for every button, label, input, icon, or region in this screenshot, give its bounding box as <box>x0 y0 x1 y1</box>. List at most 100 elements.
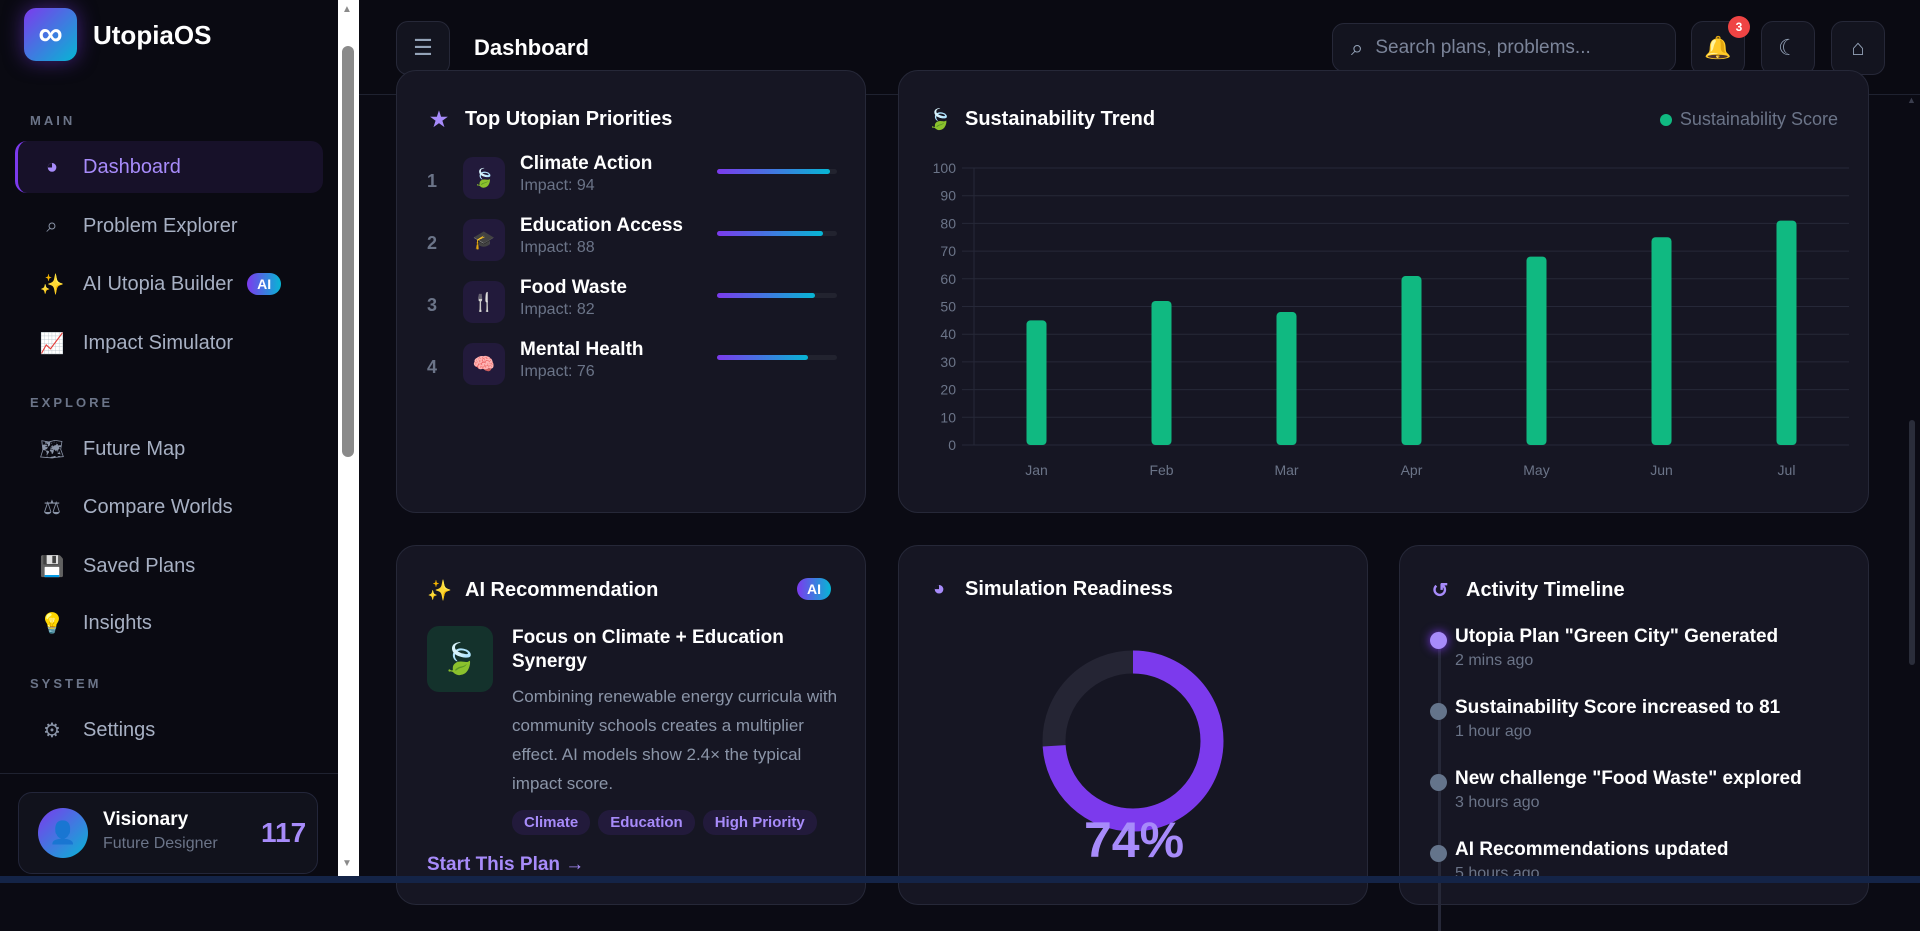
section-label-main: MAIN <box>30 113 76 128</box>
sidebar-scrollbar[interactable]: ▲ ▼ <box>338 0 359 876</box>
menu-toggle-button[interactable]: ☰ <box>396 21 450 75</box>
logo[interactable]: ∞ <box>24 8 77 61</box>
timeline-time: 2 mins ago <box>1455 652 1534 669</box>
impact-bar-fill <box>717 231 823 236</box>
sidebar-item-label: Dashboard <box>83 155 181 178</box>
card-title: ◕ Simulation Readiness <box>927 578 1173 601</box>
theme-toggle-button[interactable]: ☾ <box>1761 21 1815 75</box>
bar <box>1401 276 1422 445</box>
search-input[interactable]: ⌕ Search plans, problems... <box>1332 23 1676 72</box>
priority-impact: Impact: 76 <box>520 363 595 380</box>
lightbulb-icon: 💡 <box>39 612 65 635</box>
y-tick-label: 70 <box>940 243 956 259</box>
timeline-dot <box>1430 774 1447 791</box>
bar-chart: 0 10 20 30 40 50 60 70 80 90 100 Jan Feb Mar Apr May Jun… <box>933 160 1849 478</box>
sidebar-item-impact-simulator[interactable]: 📈 Impact Simulator <box>15 317 323 369</box>
section-label-system: SYSTEM <box>30 676 102 691</box>
user-name: Visionary <box>103 809 189 830</box>
scroll-up-arrow-icon[interactable]: ▲ <box>1907 95 1916 105</box>
timeline-dot <box>1430 845 1447 862</box>
sidebar-item-problem-explorer[interactable]: ⌕ Problem Explorer <box>15 200 323 252</box>
impact-bar <box>717 169 837 174</box>
tag-list: Climate Education High Priority <box>512 810 825 835</box>
infinity-icon: ∞ <box>38 15 63 53</box>
scrollbar-thumb[interactable] <box>342 46 354 457</box>
sidebar-item-dashboard[interactable]: ◕ Dashboard <box>15 141 323 193</box>
section-label-explore: EXPLORE <box>30 395 114 410</box>
priority-row[interactable]: 4 🧠 Mental Health Impact: 76 <box>427 339 847 403</box>
x-tick-label: Jul <box>1778 462 1796 478</box>
sidebar-item-compare-worlds[interactable]: ⚖ Compare Worlds <box>15 481 323 533</box>
scroll-up-arrow-icon[interactable]: ▲ <box>342 4 352 15</box>
leaf-icon: 🍃 <box>427 626 493 692</box>
user-icon: 👤 <box>49 820 77 845</box>
sidebar-item-label: Future Map <box>83 437 186 460</box>
sidebar-item-label: Problem Explorer <box>83 214 238 237</box>
priority-rank: 3 <box>427 295 438 315</box>
timeline-dot <box>1430 703 1447 720</box>
simulation-readiness-card: ◕ Simulation Readiness 74% <box>898 545 1368 905</box>
priority-rank: 2 <box>427 233 438 253</box>
priority-impact: Impact: 94 <box>520 177 595 194</box>
sidebar-item-saved-plans[interactable]: 💾 Saved Plans <box>15 540 323 592</box>
impact-bar <box>717 355 837 360</box>
bar <box>1276 312 1297 445</box>
priority-rank: 4 <box>427 357 438 377</box>
bar <box>1651 237 1672 445</box>
sidebar-item-future-map[interactable]: 🗺 Future Map <box>15 423 323 475</box>
main-scrollbar[interactable]: ▲ <box>1904 95 1920 876</box>
gauge-icon: ◕ <box>45 155 59 178</box>
x-tick-label: May <box>1523 462 1549 478</box>
scroll-down-arrow-icon[interactable]: ▼ <box>342 858 352 869</box>
sidebar: ∞ UtopiaOS MAIN ◕ Dashboard ⌕ Problem Expl… <box>0 0 338 876</box>
home-button[interactable]: ⌂ <box>1831 21 1885 75</box>
x-tick-label: Jun <box>1650 462 1673 478</box>
save-icon: 💾 <box>39 555 65 578</box>
gear-icon: ⚙ <box>43 719 61 742</box>
readiness-donut <box>1042 650 1224 832</box>
priority-row[interactable]: 1 🍃 Climate Action Impact: 94 <box>427 153 847 217</box>
divider <box>0 773 338 774</box>
scrollbar-thumb[interactable] <box>1909 420 1915 665</box>
impact-bar <box>717 293 837 298</box>
y-tick-label: 0 <box>948 437 956 453</box>
priority-impact: Impact: 88 <box>520 239 595 256</box>
priorities-card: ★ Top Utopian Priorities 1 🍃 Climate Acti… <box>396 70 866 513</box>
ai-recommendation-card: ✨ AI Recommendation AI 🍃 Focus on Climate… <box>396 545 866 905</box>
timeline-text: Sustainability Score increased to 81 <box>1455 697 1781 718</box>
search-placeholder: Search plans, problems... <box>1375 36 1591 58</box>
y-tick-label: 80 <box>940 215 956 231</box>
start-plan-link[interactable]: Start This Plan → <box>427 854 585 875</box>
readiness-value: 74% <box>1083 812 1185 868</box>
magic-wand-icon: ✨ <box>427 580 452 602</box>
legend-swatch <box>1659 113 1672 126</box>
user-role: Future Designer <box>103 835 218 852</box>
leaf-icon: 🍃 <box>927 109 952 131</box>
user-score: 117 <box>261 817 307 848</box>
page-title: Dashboard <box>474 35 589 60</box>
sidebar-item-insights[interactable]: 💡 Insights <box>15 597 323 649</box>
sustainability-trend-card: 🍃 Sustainability Trend Sustainability Sco… <box>898 70 1869 513</box>
sidebar-item-settings[interactable]: ⚙ Settings <box>15 704 323 756</box>
timeline-time: 1 hour ago <box>1455 723 1532 740</box>
tag: Education <box>598 810 695 835</box>
sidebar-item-ai-utopia-builder[interactable]: ✨ AI Utopia Builder AI <box>15 258 323 310</box>
ai-badge: AI <box>247 273 282 295</box>
impact-bar-fill <box>717 169 830 174</box>
user-card[interactable]: 👤 Visionary Future Designer 117 <box>18 792 318 874</box>
sidebar-item-label: Saved Plans <box>83 554 196 577</box>
impact-bar-fill <box>717 355 809 360</box>
recommendation-headline: Focus on Climate + Education Synergy <box>512 627 784 672</box>
y-tick-label: 10 <box>940 409 956 425</box>
priority-row[interactable]: 3 🍴 Food Waste Impact: 82 <box>427 277 847 341</box>
notifications-button[interactable]: 🔔 3 <box>1691 16 1750 75</box>
y-tick-label: 30 <box>940 354 956 370</box>
search-icon: ⌕ <box>46 214 58 237</box>
scale-icon: ⚖ <box>43 496 61 519</box>
tag: Climate <box>512 810 591 835</box>
impact-bar <box>717 231 837 236</box>
priority-row[interactable]: 2 🎓 Education Access Impact: 88 <box>427 215 847 279</box>
recommendation-body: Combining renewable energy curricula wit… <box>512 687 838 793</box>
x-tick-label: Mar <box>1274 462 1298 478</box>
ai-badge: AI <box>797 578 831 600</box>
